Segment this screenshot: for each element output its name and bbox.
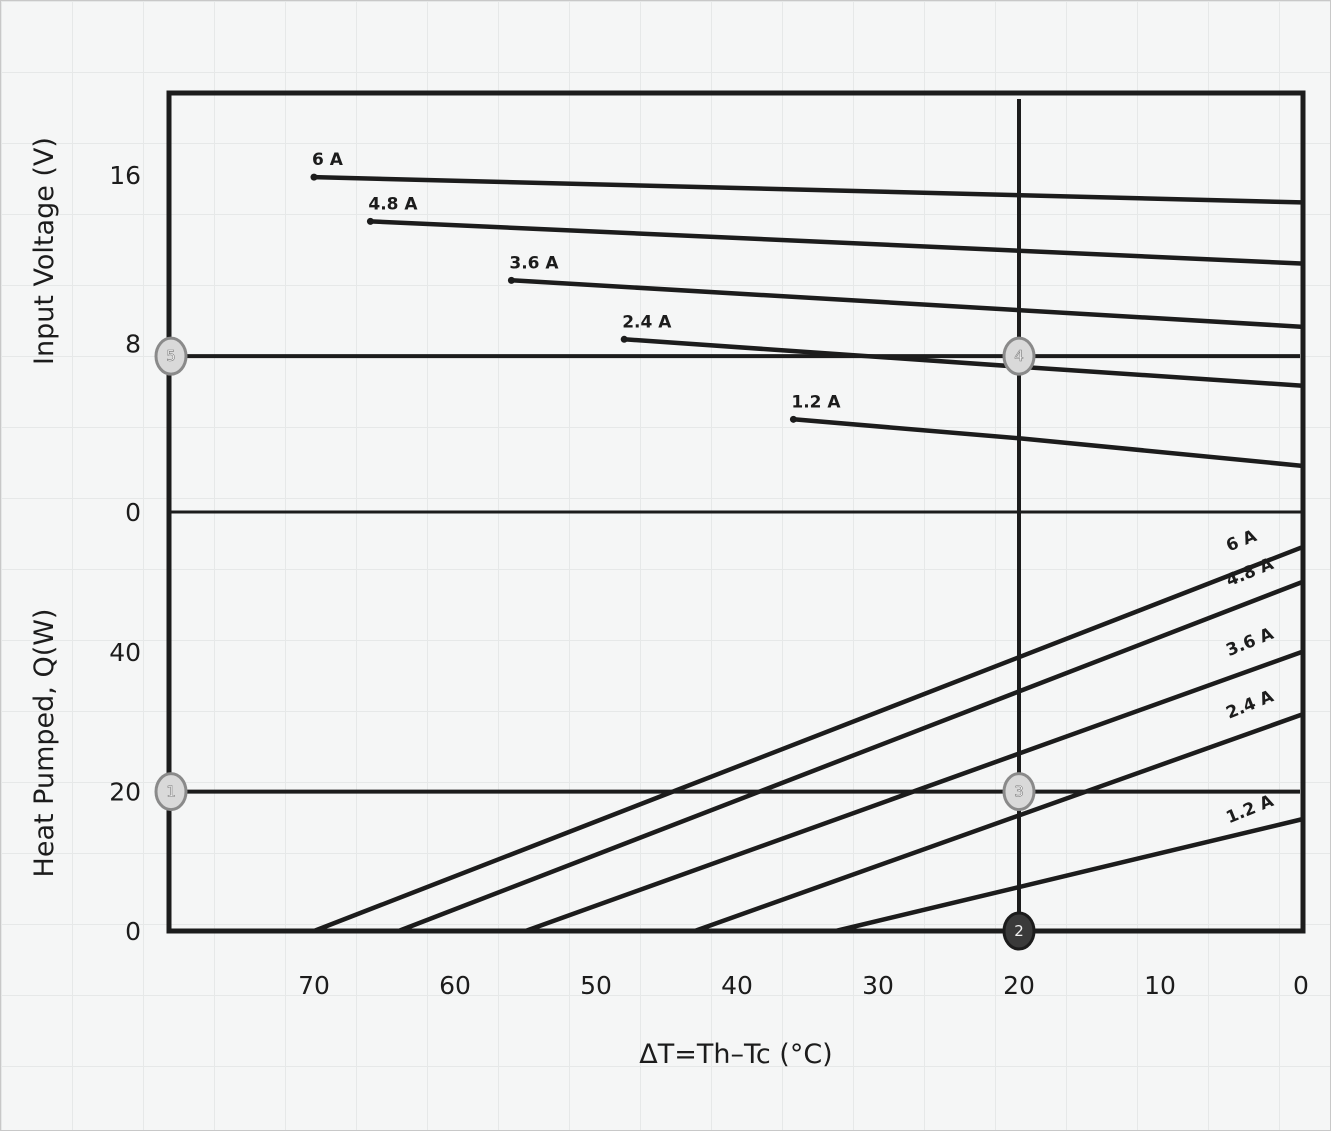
- voltage-series-start-dot-1: [366, 217, 374, 225]
- voltage-series-line-1: [368, 219, 1304, 266]
- xtick-7: 0: [1293, 971, 1309, 1000]
- voltage-series-line-3: [621, 337, 1304, 388]
- voltage-series-start-dot-2: [507, 276, 515, 284]
- heat-series-line-0: [311, 545, 1304, 934]
- heat-axis-label: Heat Pumped, Q(W): [29, 609, 60, 878]
- voltage-series-start-dot-3: [620, 335, 628, 343]
- voltage-series-start-dot-0: [310, 173, 318, 181]
- heat-marker-label-2: 2: [1014, 922, 1024, 940]
- voltage-series-start-dot-4: [789, 415, 797, 423]
- heat-series-label-1: 4.8 A: [1223, 554, 1277, 591]
- heat-series-label-4: 1.2 A: [1223, 791, 1277, 828]
- voltage-marker-1: [1002, 336, 1036, 376]
- voltage-series-line-2: [509, 278, 1304, 329]
- xtick-5: 20: [1003, 971, 1035, 1000]
- xtick-6: 10: [1144, 971, 1176, 1000]
- xtick-4: 30: [862, 971, 894, 1000]
- heat-ytick-2: 0: [125, 917, 141, 946]
- voltage-series-line-0: [311, 174, 1304, 205]
- heat-marker-0: [154, 772, 188, 812]
- voltage-series-label-2: 3.6 A: [509, 253, 559, 273]
- heat-series-label-2: 3.6 A: [1223, 624, 1277, 661]
- heat-ytick-0: 40: [109, 638, 141, 667]
- heat-marker-1: [1002, 772, 1036, 812]
- heat-series-line-1: [396, 580, 1304, 934]
- voltage-series-label-3: 2.4 A: [622, 312, 672, 332]
- voltage-series-label-0: 6 A: [312, 150, 344, 170]
- heat-marker-label-0: 1: [166, 783, 176, 801]
- voltage-series-label-4: 1.2 A: [791, 392, 841, 412]
- xtick-2: 50: [580, 971, 612, 1000]
- voltage-series-label-1: 4.8 A: [368, 194, 418, 214]
- voltage-series-line-4: [791, 417, 1304, 468]
- xtick-0: 70: [298, 971, 330, 1000]
- heat-series-label-3: 2.4 A: [1223, 686, 1277, 723]
- delta-t-axis-label: ΔT=Th–Tc (°C): [639, 1039, 832, 1070]
- voltage-marker-label-0: 5: [166, 347, 176, 365]
- voltage-ytick-0: 16: [109, 161, 141, 190]
- voltage-axis-label: Input Voltage (V): [29, 137, 60, 365]
- heat-marker-2: [1002, 911, 1036, 951]
- xtick-1: 60: [439, 971, 471, 1000]
- voltage-ytick-1: 8: [125, 330, 141, 359]
- heat-ytick-1: 20: [109, 778, 141, 807]
- xtick-3: 40: [721, 971, 753, 1000]
- voltage-marker-label-1: 4: [1014, 347, 1024, 365]
- heat-series-line-3: [692, 712, 1304, 934]
- voltage-ytick-2: 0: [125, 498, 141, 527]
- heat-series-line-2: [523, 649, 1304, 934]
- heat-series-line-4: [833, 817, 1304, 934]
- heat-marker-label-1: 3: [1014, 783, 1024, 801]
- heat-series-label-0: 6 A: [1223, 526, 1260, 556]
- voltage-marker-0: [154, 336, 188, 376]
